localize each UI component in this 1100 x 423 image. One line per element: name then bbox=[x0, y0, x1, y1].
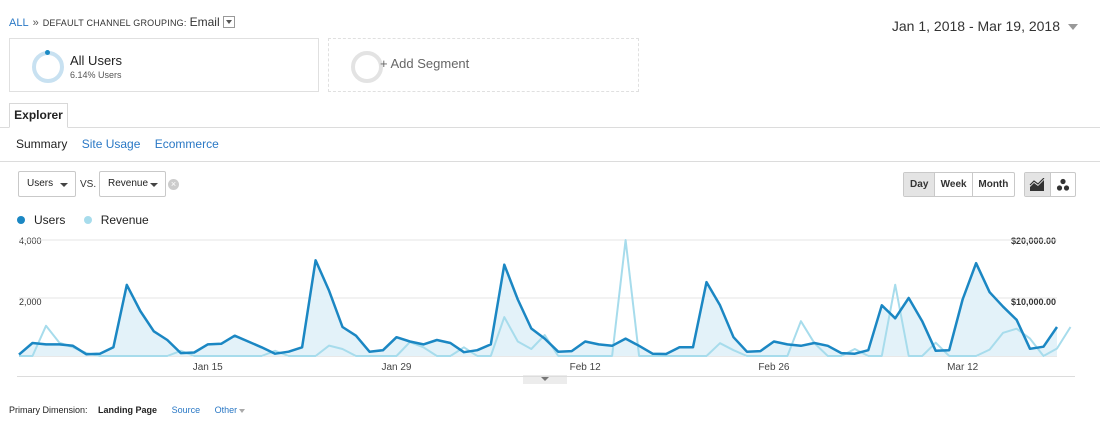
legend-users-dot bbox=[17, 216, 25, 224]
primary-dimension-bar: Primary Dimension: Landing Page Source O… bbox=[9, 405, 246, 415]
channel-grouping-value: Email bbox=[189, 15, 220, 29]
breadcrumb: ALL» DEFAULT CHANNEL GROUPING: Email bbox=[9, 15, 235, 29]
x-tick-label: Feb 12 bbox=[569, 362, 601, 373]
clear-metric-icon[interactable]: × bbox=[168, 179, 179, 190]
week-button[interactable]: Week bbox=[935, 173, 973, 196]
chevron-down-icon bbox=[239, 408, 246, 413]
dimension-landing-page[interactable]: Landing Page bbox=[98, 405, 158, 415]
y-right-tick-20000: $20,000.00 bbox=[1010, 236, 1056, 246]
line-chart-icon[interactable] bbox=[1025, 173, 1051, 196]
x-tick-label: Jan 15 bbox=[192, 362, 223, 373]
chart-bottom-divider bbox=[17, 376, 1075, 377]
collapse-chart-button[interactable] bbox=[523, 375, 567, 384]
day-button[interactable]: Day bbox=[904, 173, 936, 196]
legend-users[interactable]: Users bbox=[17, 213, 65, 227]
dimension-source[interactable]: Source bbox=[171, 405, 201, 415]
granularity-group: Day Week Month bbox=[903, 172, 1015, 197]
subtab-ecommerce[interactable]: Ecommerce bbox=[154, 137, 219, 151]
users-area bbox=[19, 260, 1057, 356]
users-line bbox=[18, 259, 1059, 356]
segment-donut-icon bbox=[32, 50, 64, 83]
legend-revenue-dot bbox=[83, 216, 92, 224]
breadcrumb-all-link[interactable]: ALL bbox=[9, 17, 29, 29]
date-range-picker[interactable]: Jan 1, 2018 - Mar 19, 2018 bbox=[892, 18, 1078, 34]
y-right-tick-10000: $10,000.00 bbox=[1010, 297, 1056, 307]
channel-grouping-label: DEFAULT CHANNEL GROUPING: bbox=[42, 18, 187, 28]
chart-view-group bbox=[1024, 172, 1076, 197]
secondary-metric-select[interactable]: Revenue bbox=[99, 171, 166, 197]
tab-divider bbox=[0, 127, 1100, 128]
breadcrumb-separator: » bbox=[32, 17, 39, 29]
primary-dimension-label: Primary Dimension: bbox=[9, 405, 88, 415]
vs-label: VS. bbox=[80, 179, 97, 190]
empty-segment-icon bbox=[351, 51, 383, 83]
chevron-down-icon bbox=[1068, 24, 1078, 31]
tab-explorer[interactable]: Explorer bbox=[9, 103, 68, 128]
y-left-tick-2000: 2,000 bbox=[19, 297, 42, 307]
segment-all-users[interactable]: All Users 6.14% Users bbox=[9, 38, 319, 92]
add-segment-button[interactable]: + Add Segment bbox=[328, 38, 639, 92]
date-range-text: Jan 1, 2018 - Mar 19, 2018 bbox=[891, 18, 1060, 34]
x-tick-label: Mar 12 bbox=[947, 362, 979, 373]
month-button[interactable]: Month bbox=[978, 179, 1009, 190]
users-revenue-chart[interactable] bbox=[0, 225, 1100, 365]
primary-metric-select[interactable]: Users bbox=[18, 171, 76, 197]
legend-revenue[interactable]: Revenue bbox=[83, 213, 149, 227]
legend-users-label: Users bbox=[34, 213, 66, 227]
subtab-site-usage[interactable]: Site Usage bbox=[81, 137, 141, 151]
segment-name: All Users bbox=[70, 53, 123, 68]
add-segment-label: + Add Segment bbox=[380, 56, 470, 71]
x-tick-label: Jan 29 bbox=[381, 362, 412, 373]
subtab-divider bbox=[0, 161, 1100, 162]
subtab-summary[interactable]: Summary bbox=[16, 137, 68, 151]
dimension-other[interactable]: Other bbox=[215, 405, 246, 415]
y-left-tick-4000: 4,000 bbox=[19, 236, 42, 246]
subtab-bar: Summary Site Usage Ecommerce bbox=[16, 137, 230, 151]
channel-grouping-dropdown-icon[interactable] bbox=[222, 16, 235, 29]
x-tick-label: Feb 26 bbox=[758, 362, 790, 373]
chart-legend: Users Revenue bbox=[17, 213, 164, 227]
dimension-other-label: Other bbox=[214, 405, 238, 415]
legend-revenue-label: Revenue bbox=[100, 213, 149, 227]
segment-subtitle: 6.14% Users bbox=[70, 70, 122, 80]
motion-chart-icon[interactable] bbox=[1051, 173, 1076, 196]
